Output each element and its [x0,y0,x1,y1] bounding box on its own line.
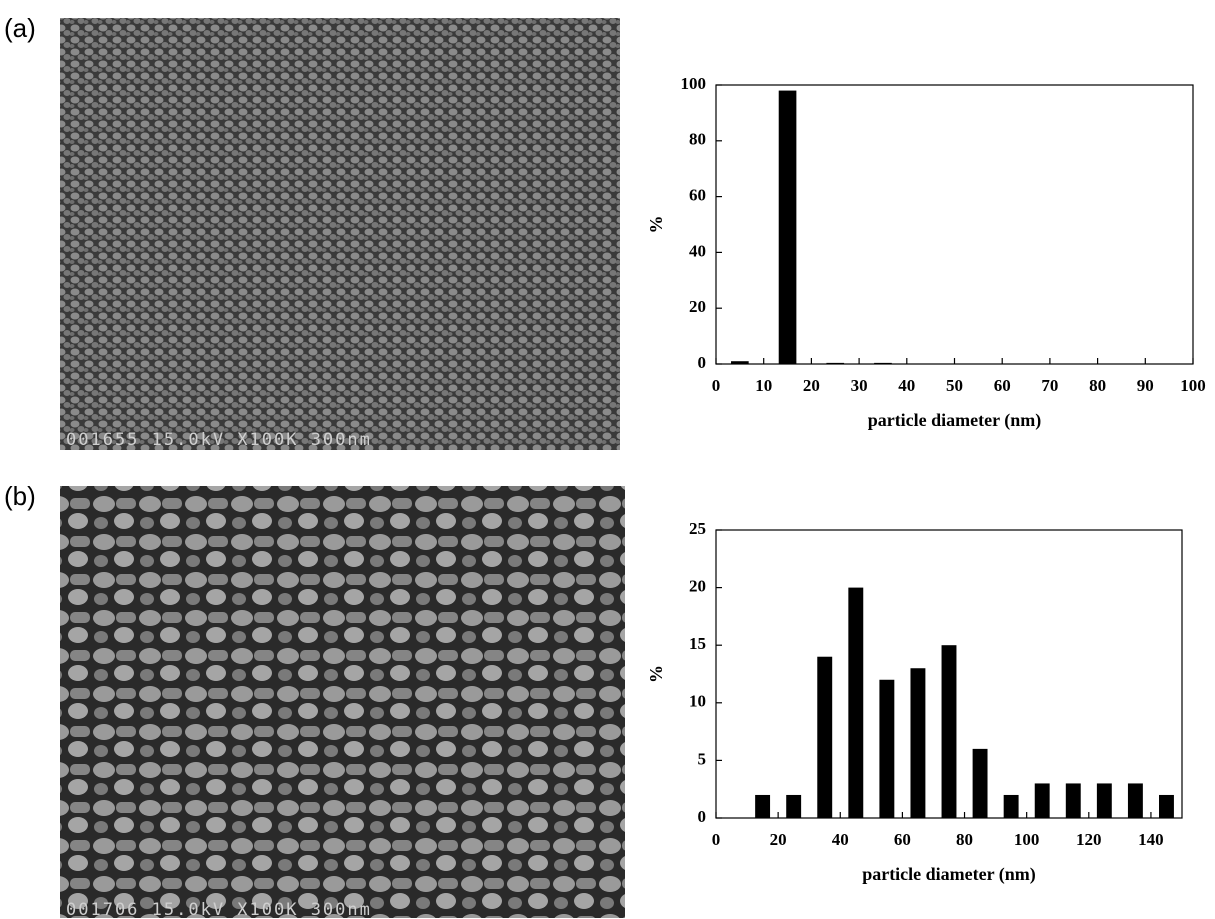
x-tick-label: 60 [994,376,1011,395]
panel-label: (b) [4,481,36,511]
x-tick-label: 100 [1014,830,1040,849]
x-axis-label: particle diameter (nm) [862,864,1036,885]
x-tick-label: 70 [1041,376,1058,395]
y-tick-label: 80 [689,130,706,149]
x-tick-label: 100 [1180,376,1206,395]
bar [786,794,802,818]
bar [972,748,988,818]
sem-caption: 001655 15.0kV X100K 300nm [66,430,372,450]
y-tick-label: 5 [698,749,707,768]
x-tick-label: 0 [712,830,721,849]
sem-caption: 001706 15.0kV X100K 300nm [66,900,372,919]
y-tick-label: 40 [689,241,706,260]
y-tick-label: 60 [689,186,706,205]
sem-image [60,486,625,918]
panel-label: (a) [4,13,36,43]
x-tick-label: 40 [832,830,849,849]
bar [817,656,833,818]
x-tick-label: 10 [755,376,772,395]
x-tick-label: 140 [1138,830,1164,849]
x-tick-label: 20 [770,830,787,849]
bar [941,645,957,818]
y-tick-label: 20 [689,577,706,596]
x-tick-label: 50 [946,376,963,395]
x-tick-label: 60 [894,830,911,849]
x-tick-label: 120 [1076,830,1102,849]
bar [879,679,895,818]
x-tick-label: 40 [898,376,915,395]
y-tick-label: 0 [698,807,707,826]
x-tick-label: 80 [956,830,973,849]
x-tick-label: 0 [712,376,721,395]
bar [848,587,864,818]
bar [1003,794,1019,818]
x-axis-label: particle diameter (nm) [868,410,1042,431]
x-tick-label: 90 [1137,376,1154,395]
bar [1096,783,1112,818]
x-tick-label: 30 [851,376,868,395]
sem-image [60,18,620,450]
y-axis-label: % [646,216,666,234]
x-tick-label: 80 [1089,376,1106,395]
x-tick-label: 20 [803,376,820,395]
bar [1034,783,1050,818]
y-axis-label: % [646,665,666,683]
y-tick-label: 15 [689,634,706,653]
bar [755,794,771,818]
bar [731,361,749,364]
y-tick-label: 10 [689,692,706,711]
bar [1065,783,1081,818]
bar [910,668,926,818]
y-tick-label: 25 [689,519,706,538]
plot-frame [715,529,1183,819]
bar [778,90,797,364]
bar [1127,783,1143,818]
y-tick-label: 0 [698,353,707,372]
y-tick-label: 20 [689,297,706,316]
bar [1159,794,1174,818]
y-tick-label: 100 [681,74,707,93]
